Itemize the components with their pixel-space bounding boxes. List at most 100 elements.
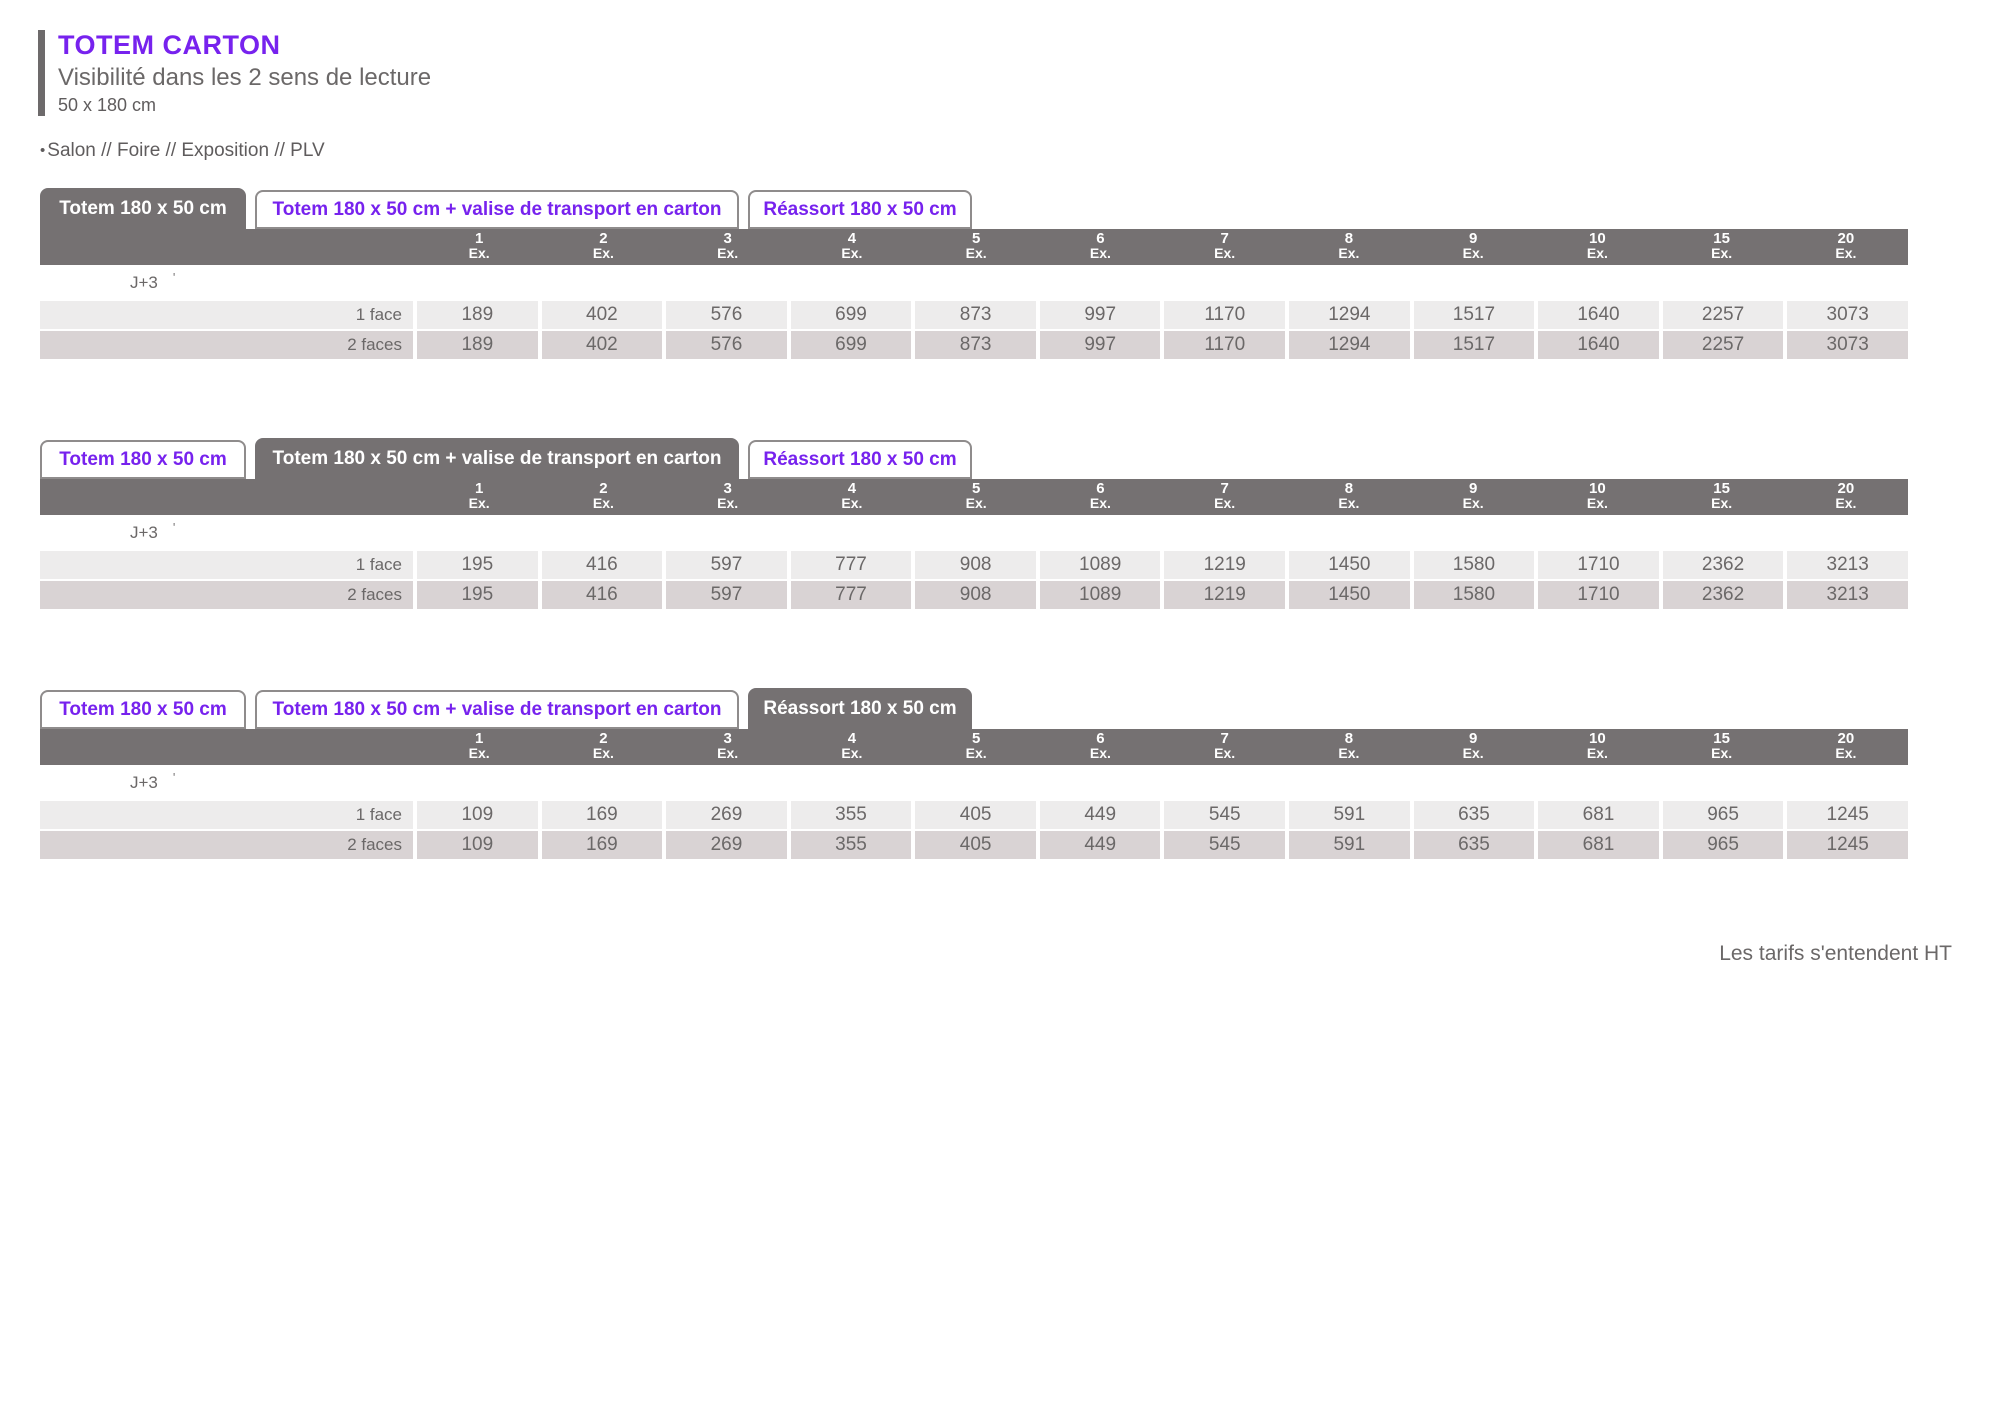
price-cell: 195 — [417, 581, 538, 609]
quantity-unit: Ex. — [1586, 745, 1608, 762]
quantity-column-header: 7 Ex. — [1163, 729, 1287, 765]
price-cell: 1517 — [1413, 331, 1535, 359]
quantity-unit: Ex. — [1835, 495, 1857, 512]
price-cell: 405 — [915, 801, 1036, 829]
quantity-column-header: 10 Ex. — [1535, 229, 1659, 265]
quantity-column-header: 3 Ex. — [666, 729, 790, 765]
tab-inactive-1[interactable]: Totem 180 x 50 cm + valise de transport … — [255, 690, 739, 729]
quantity-unit: Ex. — [1214, 495, 1236, 512]
row-label: 2 faces — [40, 581, 413, 609]
tab-inactive-2[interactable]: Réassort 180 x 50 cm — [748, 190, 972, 229]
price-cell: 189 — [417, 331, 538, 359]
price-cell: 545 — [1164, 801, 1286, 829]
quantity-value: 2 — [599, 229, 608, 247]
price-row: 2 faces 109 169 269 355 405 449 545 591 635 681 965… — [40, 831, 1908, 859]
quantity-column-header: 2 Ex. — [541, 479, 665, 515]
quantity-header-row: 1 Ex. 2 Ex. 3 Ex. 4 Ex. 5 Ex. 6 Ex. 7 Ex. 8 Ex. 9 Ex. 10 Ex… — [40, 479, 1908, 515]
delay-row: J+3 ' — [40, 515, 1908, 551]
quantity-column-header: 8 Ex. — [1287, 479, 1411, 515]
quantity-column-header: 7 Ex. — [1163, 229, 1287, 265]
tab-inactive-0[interactable]: Totem 180 x 50 cm — [40, 690, 246, 729]
price-cell: 873 — [915, 301, 1036, 329]
price-cell: 1580 — [1413, 581, 1535, 609]
price-cell: 1245 — [1787, 831, 1908, 859]
tab-bar: Totem 180 x 50 cm Totem 180 x 50 cm + val… — [40, 438, 1908, 479]
price-cell: 195 — [417, 551, 538, 579]
quantity-value: 7 — [1220, 229, 1229, 247]
categories-text: Salon // Foire // Exposition // PLV — [47, 140, 325, 161]
quantity-unit: Ex. — [1462, 245, 1484, 262]
quantity-column-header: 10 Ex. — [1535, 479, 1659, 515]
quantity-unit: Ex. — [468, 745, 490, 762]
tab-active-2[interactable]: Réassort 180 x 50 cm — [748, 688, 972, 729]
price-cell: 576 — [666, 331, 787, 359]
price-cell: 1294 — [1289, 331, 1410, 359]
price-cell: 1089 — [1039, 551, 1161, 579]
quantity-value: 5 — [971, 729, 981, 747]
quantity-value: 3 — [723, 729, 732, 747]
tab-active-0[interactable]: Totem 180 x 50 cm — [40, 188, 246, 229]
price-cell: 777 — [790, 581, 912, 609]
price-cell: 1580 — [1413, 551, 1535, 579]
quantity-value: 7 — [1220, 479, 1229, 497]
tab-active-1[interactable]: Totem 180 x 50 cm + valise de transport … — [255, 438, 739, 479]
price-cell: 1450 — [1289, 551, 1410, 579]
tab-inactive-2[interactable]: Réassort 180 x 50 cm — [748, 440, 972, 479]
quantity-value: 9 — [1468, 729, 1478, 747]
quantity-value: 4 — [847, 479, 857, 497]
price-cell: 681 — [1538, 831, 1659, 859]
price-cell: 965 — [1662, 801, 1784, 829]
quantity-unit: Ex. — [841, 245, 863, 262]
quantity-column-header: 10 Ex. — [1535, 729, 1659, 765]
quantity-value: 7 — [1220, 729, 1229, 747]
quantity-column-header: 3 Ex. — [666, 479, 790, 515]
price-table-group: Totem 180 x 50 cm Totem 180 x 50 cm + val… — [40, 438, 1908, 609]
price-cell: 1640 — [1538, 331, 1659, 359]
price-row: 1 face 195 416 597 777 908 1089 1219 1450 1580 171… — [40, 551, 1908, 579]
price-cell: 449 — [1039, 801, 1161, 829]
quantity-value: 20 — [1837, 229, 1855, 247]
quantity-unit: Ex. — [1711, 245, 1733, 262]
quantity-unit: Ex. — [965, 745, 987, 762]
price-cell: 405 — [915, 831, 1036, 859]
quantity-column-header: 2 Ex. — [541, 729, 665, 765]
price-cell: 402 — [541, 331, 663, 359]
tab-inactive-1[interactable]: Totem 180 x 50 cm + valise de transport … — [255, 190, 739, 229]
page-title: TOTEM CARTON — [58, 30, 281, 60]
quantity-value: 10 — [1589, 229, 1606, 247]
quantity-value: 6 — [1096, 729, 1105, 747]
price-cell: 109 — [417, 831, 538, 859]
quantity-unit: Ex. — [1586, 495, 1608, 512]
header-spacer — [40, 479, 417, 515]
quantity-unit: Ex. — [841, 495, 863, 512]
price-cell: 3213 — [1787, 581, 1908, 609]
price-cell: 355 — [790, 801, 912, 829]
quantity-unit: Ex. — [1338, 745, 1360, 762]
header-spacer — [40, 729, 417, 765]
quantity-value: 10 — [1589, 479, 1606, 497]
price-cell: 777 — [790, 551, 912, 579]
header-text: TOTEM CARTON Visibilité dans les 2 sens … — [58, 30, 431, 116]
quantity-column-header: 8 Ex. — [1287, 229, 1411, 265]
quantity-header-row: 1 Ex. 2 Ex. 3 Ex. 4 Ex. 5 Ex. 6 Ex. 7 Ex. 8 Ex. 9 Ex. 10 Ex… — [40, 729, 1908, 765]
price-table-group: Totem 180 x 50 cm Totem 180 x 50 cm + val… — [40, 688, 1908, 859]
quantity-unit: Ex. — [592, 495, 614, 512]
delay-label: J+3 — [130, 273, 158, 292]
price-cell: 997 — [1039, 331, 1161, 359]
quantity-unit: Ex. — [1711, 495, 1733, 512]
quantity-value: 8 — [1344, 729, 1354, 747]
quantity-unit: Ex. — [1462, 745, 1484, 762]
quantity-unit: Ex. — [592, 745, 614, 762]
price-cell: 597 — [666, 551, 787, 579]
price-cell: 169 — [541, 831, 663, 859]
price-cell: 681 — [1538, 801, 1659, 829]
quantity-value: 20 — [1837, 479, 1855, 497]
price-cell: 416 — [541, 551, 663, 579]
tab-bar: Totem 180 x 50 cm Totem 180 x 50 cm + val… — [40, 688, 1908, 729]
quantity-column-header: 5 Ex. — [914, 729, 1038, 765]
footer-note: Les tarifs s'entendent HT — [1719, 942, 1952, 965]
quantity-unit: Ex. — [717, 495, 739, 512]
quantity-unit: Ex. — [717, 245, 739, 262]
tab-inactive-0[interactable]: Totem 180 x 50 cm — [40, 440, 246, 479]
price-cell: 1640 — [1538, 301, 1659, 329]
